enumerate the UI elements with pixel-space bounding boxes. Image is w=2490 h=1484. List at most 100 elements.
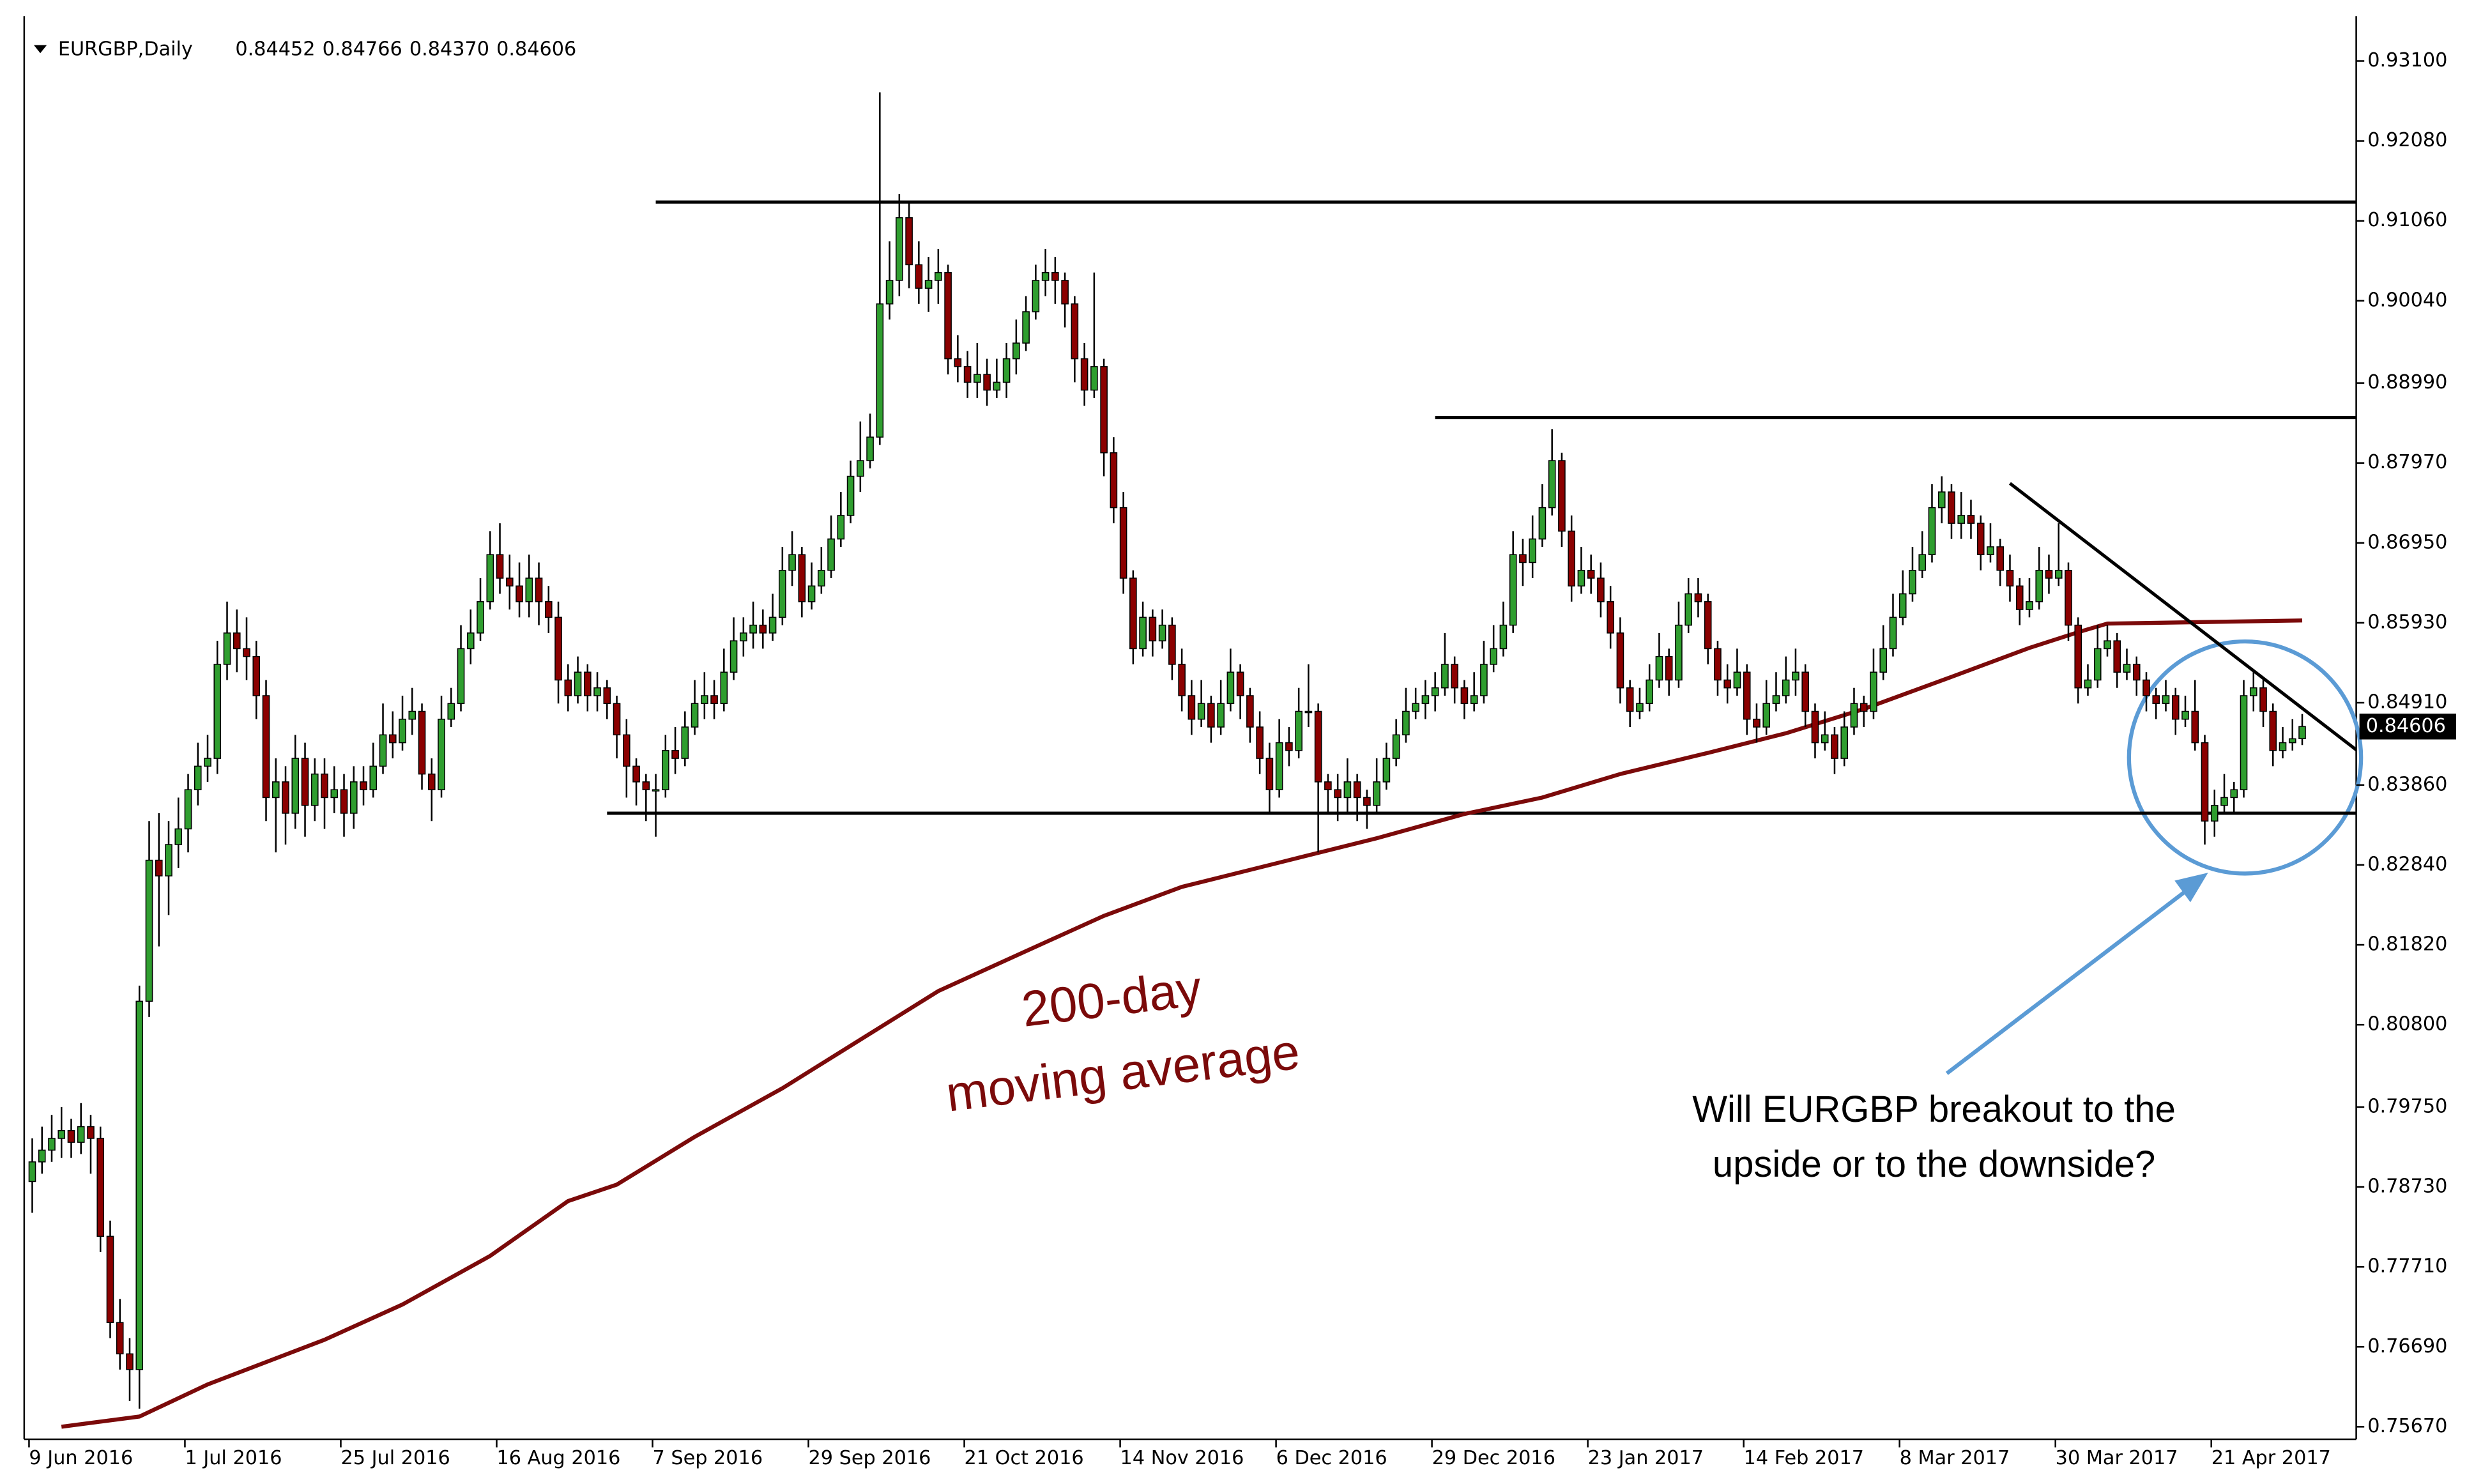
y-tick-label: 0.90040 bbox=[2367, 289, 2447, 311]
candle-body bbox=[1110, 452, 1118, 509]
candle-body bbox=[438, 719, 445, 790]
candle-body bbox=[2201, 742, 2209, 822]
candle-body bbox=[779, 569, 786, 618]
candle-body bbox=[1704, 601, 1712, 650]
candle-body bbox=[2152, 695, 2160, 705]
header-value: 0.84606 bbox=[496, 38, 576, 61]
candle-body bbox=[2259, 687, 2267, 712]
candle-body bbox=[291, 758, 300, 814]
candle-body bbox=[1451, 664, 1458, 689]
candle-body bbox=[271, 781, 280, 799]
candle-body bbox=[963, 366, 972, 383]
candle-body bbox=[28, 1161, 36, 1182]
candle-body bbox=[720, 671, 728, 705]
x-tick-label: 14 Nov 2016 bbox=[1120, 1447, 1244, 1469]
candle-body bbox=[701, 695, 708, 705]
candle-body bbox=[2132, 664, 2141, 681]
x-tick-label: 14 Feb 2017 bbox=[1744, 1447, 1864, 1469]
candle-body bbox=[584, 671, 592, 696]
candle-body bbox=[1149, 616, 1157, 641]
x-tick-label: 8 Mar 2017 bbox=[1900, 1447, 2010, 1469]
candle-body bbox=[1733, 671, 1741, 689]
candle-body bbox=[360, 781, 367, 790]
candle-body bbox=[1870, 671, 1877, 712]
candle-body bbox=[1889, 616, 1897, 650]
candle-body bbox=[2191, 710, 2199, 744]
candle-body bbox=[1616, 632, 1624, 689]
candle-body bbox=[1957, 515, 1966, 524]
candle-body bbox=[1782, 679, 1790, 696]
candle-body bbox=[1840, 726, 1849, 759]
candle-body bbox=[1480, 664, 1488, 696]
candle-body bbox=[1948, 491, 1955, 524]
candle-body bbox=[1441, 664, 1449, 689]
candle-body bbox=[447, 703, 455, 720]
candle-body bbox=[885, 280, 894, 305]
candle-body bbox=[1129, 578, 1137, 650]
candle-body bbox=[2162, 695, 2170, 705]
candle-body bbox=[1723, 679, 1731, 689]
candle-body bbox=[2074, 624, 2082, 689]
candle-body bbox=[1967, 515, 1975, 524]
candle-body bbox=[593, 687, 601, 696]
candle-body bbox=[1626, 687, 1634, 712]
candle-body bbox=[768, 616, 777, 634]
candle-body bbox=[729, 640, 738, 673]
candle-body bbox=[1499, 624, 1508, 650]
candle-body bbox=[807, 585, 816, 602]
candle-body bbox=[1051, 272, 1059, 281]
candle-body bbox=[1655, 655, 1663, 681]
trendline bbox=[2008, 482, 2356, 752]
candle-body bbox=[1275, 742, 1283, 790]
candle-body bbox=[1119, 507, 1127, 579]
candle-body bbox=[1996, 546, 2005, 571]
candle-body bbox=[1509, 554, 1517, 626]
y-tick-label: 0.78730 bbox=[2367, 1175, 2447, 1198]
candle-body bbox=[1987, 546, 1994, 555]
candle-body bbox=[974, 374, 981, 383]
candle-body bbox=[184, 789, 192, 830]
candle-body bbox=[1324, 781, 1332, 790]
x-tick-label: 21 Apr 2017 bbox=[2211, 1447, 2331, 1469]
candle-body bbox=[1538, 507, 1547, 540]
last-price-box bbox=[2359, 714, 2456, 740]
candle-body bbox=[1080, 358, 1088, 391]
candle-body bbox=[1392, 734, 1400, 759]
candle-body bbox=[642, 781, 650, 790]
candle-body bbox=[1382, 758, 1391, 783]
candle-body bbox=[223, 632, 231, 665]
candle-body bbox=[1197, 703, 1205, 720]
candle-body bbox=[1314, 710, 1322, 783]
candle-body bbox=[1343, 781, 1352, 799]
candle-body bbox=[1568, 530, 1575, 587]
candle-body bbox=[1421, 695, 1430, 705]
candle-body bbox=[349, 781, 358, 814]
x-tick-label: 16 Aug 2016 bbox=[496, 1447, 620, 1469]
candle-body bbox=[1168, 624, 1176, 665]
candle-body bbox=[691, 703, 699, 728]
candle-body bbox=[516, 585, 523, 602]
candle-body bbox=[204, 758, 211, 767]
candle-body bbox=[282, 781, 289, 814]
candle-body bbox=[740, 632, 747, 641]
candle-body bbox=[2298, 726, 2306, 739]
candle-body bbox=[2249, 687, 2257, 696]
candle-body bbox=[1226, 671, 1235, 705]
candle-body bbox=[944, 272, 952, 360]
candle-body bbox=[632, 765, 640, 783]
candle-body bbox=[1665, 655, 1673, 681]
candle-body bbox=[759, 624, 767, 634]
y-tick-label: 0.88990 bbox=[2367, 371, 2447, 394]
candle-body bbox=[145, 859, 153, 1002]
highlight-circle bbox=[2127, 639, 2364, 876]
candle-body bbox=[554, 616, 562, 681]
candle-body bbox=[262, 695, 270, 799]
candle-body bbox=[857, 460, 864, 477]
candle-body bbox=[48, 1138, 56, 1151]
candle-body bbox=[1032, 280, 1040, 312]
candle-body bbox=[574, 671, 582, 696]
candle-body bbox=[1811, 710, 1819, 744]
x-tick-label: 30 Mar 2017 bbox=[2056, 1447, 2178, 1469]
candle-body bbox=[1178, 664, 1186, 696]
